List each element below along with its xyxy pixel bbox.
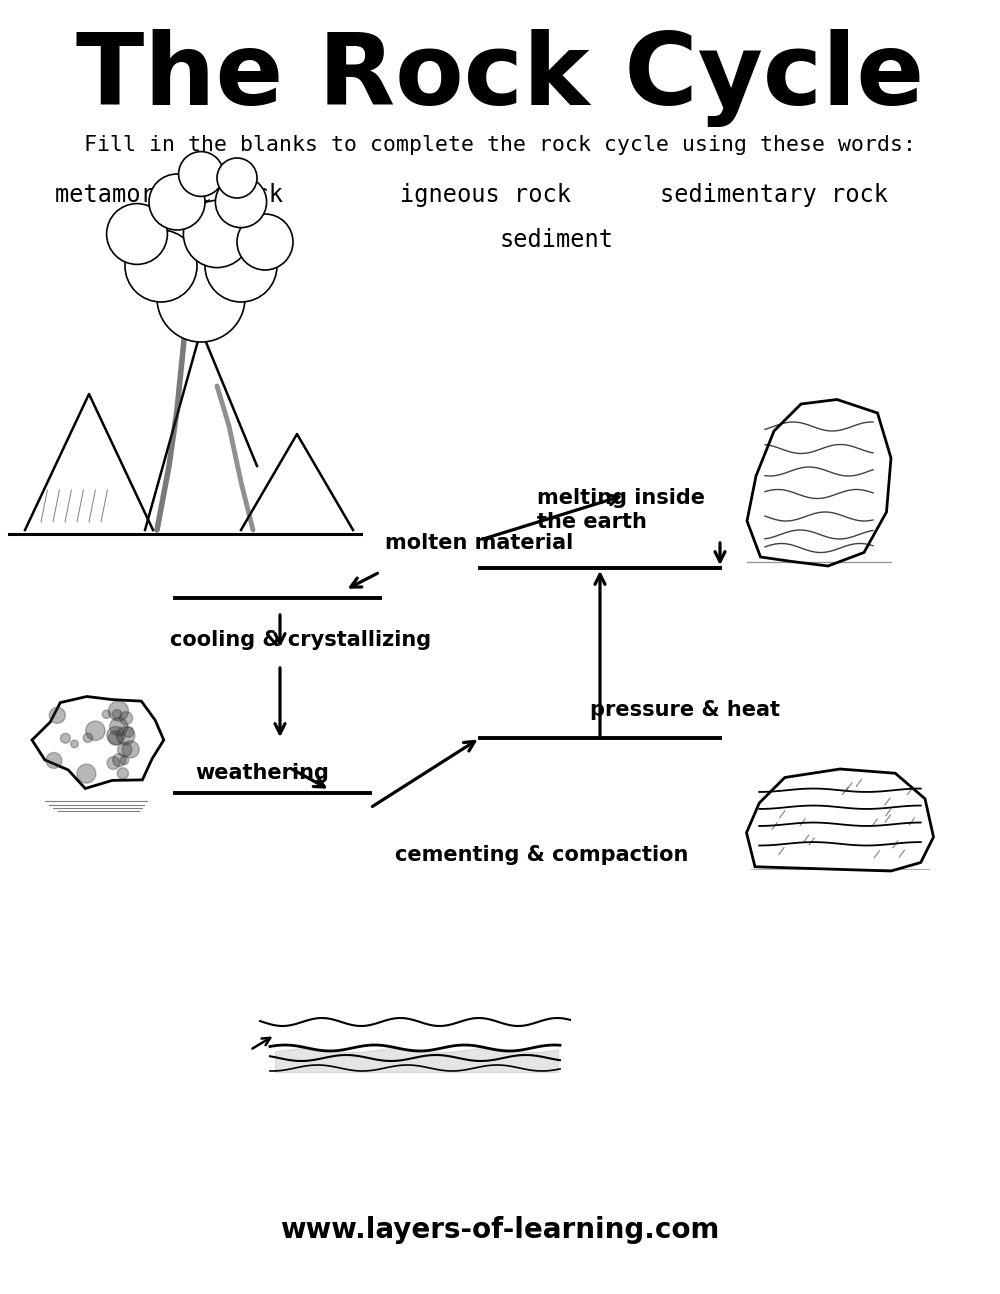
Circle shape bbox=[123, 727, 134, 738]
Circle shape bbox=[125, 230, 197, 302]
Circle shape bbox=[46, 753, 62, 769]
Text: sedimentary rock: sedimentary rock bbox=[660, 182, 888, 207]
Circle shape bbox=[107, 203, 167, 264]
Circle shape bbox=[118, 743, 132, 757]
Text: molten material: molten material bbox=[385, 533, 573, 553]
Circle shape bbox=[112, 709, 122, 719]
Circle shape bbox=[49, 708, 65, 723]
Circle shape bbox=[237, 214, 293, 270]
Circle shape bbox=[102, 710, 111, 718]
Circle shape bbox=[107, 726, 125, 744]
Text: metamorphic rock: metamorphic rock bbox=[55, 182, 283, 207]
Circle shape bbox=[116, 726, 135, 745]
Circle shape bbox=[157, 254, 245, 342]
Circle shape bbox=[179, 151, 223, 197]
Circle shape bbox=[119, 712, 133, 725]
Text: weathering: weathering bbox=[195, 763, 329, 783]
Text: magma: magma bbox=[220, 228, 291, 252]
Circle shape bbox=[86, 721, 105, 740]
Circle shape bbox=[108, 701, 128, 721]
Polygon shape bbox=[747, 400, 891, 565]
Text: The Rock Cycle: The Rock Cycle bbox=[76, 28, 924, 127]
Text: melting inside
the earth: melting inside the earth bbox=[537, 488, 705, 532]
Circle shape bbox=[183, 201, 251, 268]
Text: pressure & heat: pressure & heat bbox=[590, 700, 780, 719]
Circle shape bbox=[122, 741, 139, 758]
Polygon shape bbox=[32, 696, 164, 788]
Text: igneous rock: igneous rock bbox=[400, 182, 571, 207]
Circle shape bbox=[120, 756, 129, 765]
Text: Fill in the blanks to complete the rock cycle using these words:: Fill in the blanks to complete the rock … bbox=[84, 135, 916, 155]
Circle shape bbox=[117, 767, 129, 779]
Text: sediment: sediment bbox=[500, 228, 614, 252]
Circle shape bbox=[110, 718, 128, 736]
Text: www.layers-of-learning.com: www.layers-of-learning.com bbox=[280, 1216, 720, 1244]
Circle shape bbox=[215, 176, 267, 228]
Text: cementing & compaction: cementing & compaction bbox=[395, 845, 688, 864]
Circle shape bbox=[109, 731, 123, 745]
Circle shape bbox=[217, 158, 257, 198]
Circle shape bbox=[71, 740, 78, 748]
Circle shape bbox=[113, 753, 126, 766]
Circle shape bbox=[149, 173, 205, 230]
Polygon shape bbox=[746, 769, 934, 871]
Circle shape bbox=[60, 734, 70, 743]
Circle shape bbox=[83, 734, 93, 743]
Circle shape bbox=[205, 230, 277, 302]
Circle shape bbox=[77, 765, 96, 783]
Circle shape bbox=[107, 757, 120, 770]
Text: cooling & crystallizing: cooling & crystallizing bbox=[170, 630, 431, 650]
